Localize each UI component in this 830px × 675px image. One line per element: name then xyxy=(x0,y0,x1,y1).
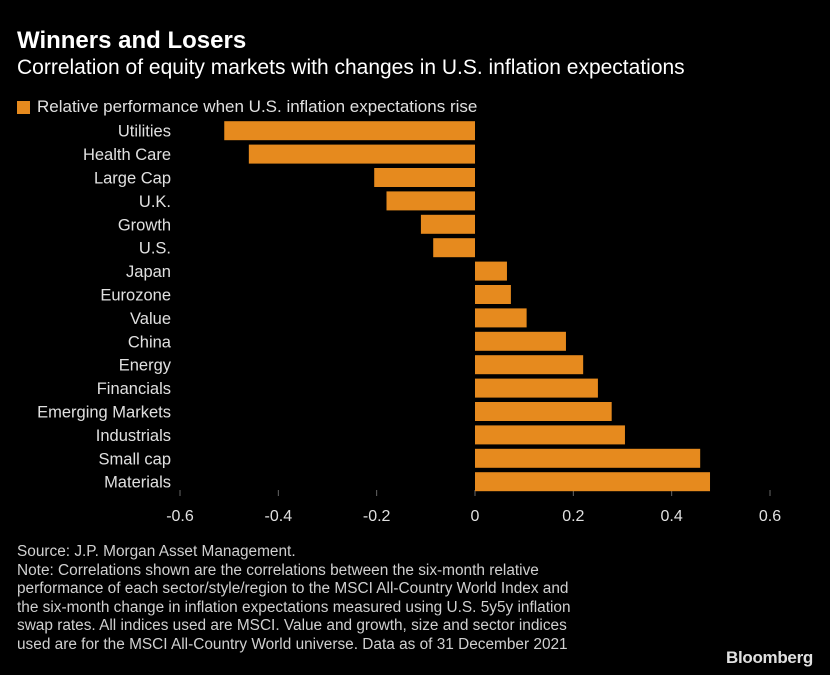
bar-financials xyxy=(475,378,598,398)
bar-large-cap xyxy=(374,168,475,187)
category-label: U.K. xyxy=(139,193,171,211)
bar-value xyxy=(475,308,527,328)
x-tick-label: 0.6 xyxy=(759,508,781,525)
legend-swatch xyxy=(17,100,30,114)
category-label: China xyxy=(128,333,172,351)
note-line: the six-month change in inflation expect… xyxy=(17,598,571,616)
category-label: U.S. xyxy=(139,240,171,258)
chart-title: Winners and Losers xyxy=(17,27,247,54)
category-label: Eurozone xyxy=(100,287,171,305)
bar-eurozone xyxy=(475,285,511,304)
bar-utilities xyxy=(224,121,475,141)
bar-japan xyxy=(475,261,507,281)
category-label: Large Cap xyxy=(94,170,171,188)
x-tick-label: 0 xyxy=(471,508,480,525)
category-label: Utilities xyxy=(118,123,171,141)
category-label: Financials xyxy=(97,380,171,398)
category-label: Value xyxy=(130,310,171,328)
bar-small-cap xyxy=(475,448,701,468)
category-label: Health Care xyxy=(83,146,171,164)
bar-u-k xyxy=(386,191,475,211)
bar-emerging-markets xyxy=(475,402,612,421)
category-label: Industrials xyxy=(96,427,171,445)
category-label: Growth xyxy=(118,216,171,234)
x-tick-label: -0.2 xyxy=(363,508,391,525)
note-line: performance of each sector/style/region … xyxy=(17,580,569,598)
x-tick-label: 0.2 xyxy=(562,508,584,525)
note-line: swap rates. All indices used are MSCI. V… xyxy=(17,617,567,635)
bar-materials xyxy=(475,472,711,492)
category-label: Materials xyxy=(104,474,171,492)
bar-energy xyxy=(475,355,584,375)
x-tick-label: -0.6 xyxy=(166,508,194,525)
category-label: Small cap xyxy=(99,450,171,468)
x-tick-label: -0.4 xyxy=(265,508,293,525)
category-label: Japan xyxy=(126,263,171,281)
bar-china xyxy=(475,331,566,351)
bar-chart: -0.6 -0.4 -0.2 0 0.2 0.4 0.6 Utilities Health Ca… xyxy=(37,121,781,525)
bar-growth xyxy=(420,214,475,234)
category-label: Emerging Markets xyxy=(37,404,171,422)
note-line: Note: Correlations shown are the correla… xyxy=(17,561,539,579)
legend: Relative performance when U.S. inflation… xyxy=(17,97,477,117)
bar-health-care xyxy=(248,144,475,164)
note-line: used are for the MSCI All-Country World … xyxy=(17,635,568,653)
category-label: Energy xyxy=(119,357,172,375)
legend-label: Relative performance when U.S. inflation… xyxy=(37,97,478,116)
footer-notes: Source: J.P. Morgan Asset Management. No… xyxy=(17,543,717,655)
bar-industrials xyxy=(475,425,625,445)
source-text: Source: J.P. Morgan Asset Management. xyxy=(17,543,296,560)
bloomberg-logo: Bloomberg xyxy=(725,648,813,667)
bar-u-s xyxy=(433,238,475,258)
x-tick-label: 0.4 xyxy=(661,508,683,525)
chart-subtitle: Correlation of equity markets with chang… xyxy=(17,56,685,79)
